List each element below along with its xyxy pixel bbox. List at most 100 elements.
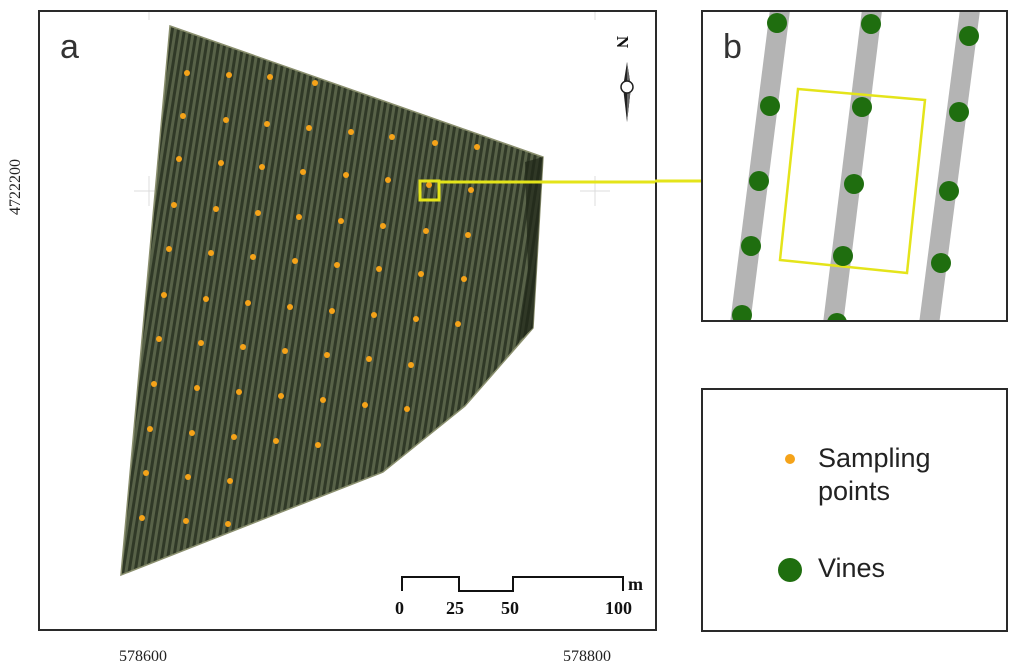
sampling-point <box>296 214 302 220</box>
vine-point <box>861 14 881 34</box>
sample-quadrat <box>778 87 927 275</box>
vines-layer <box>732 13 979 320</box>
sampling-point <box>468 187 474 193</box>
sampling-point <box>380 223 386 229</box>
sampling-point <box>273 438 279 444</box>
sampling-point <box>166 246 172 252</box>
sampling-point <box>240 344 246 350</box>
vine-point <box>844 174 864 194</box>
vine-point <box>949 102 969 122</box>
sampling-point <box>189 430 195 436</box>
sampling-point <box>236 389 242 395</box>
vine-point <box>852 97 872 117</box>
sampling-point <box>465 232 471 238</box>
highlight-box <box>418 179 441 202</box>
sampling-point <box>455 321 461 327</box>
sampling-point <box>320 397 326 403</box>
map-panel-a: a N 0 25 50 100 m <box>38 10 657 631</box>
sampling-point <box>171 202 177 208</box>
vine-point <box>741 236 761 256</box>
x-coordinate-label-1: 578600 <box>119 648 167 665</box>
sampling-point <box>408 362 414 368</box>
vine-point <box>833 246 853 266</box>
legend-label-sampling-points: Sampling points <box>818 443 931 506</box>
scale-bar <box>401 576 624 592</box>
sampling-point <box>376 266 382 272</box>
sampling-point <box>404 406 410 412</box>
sampling-point <box>147 426 153 432</box>
sampling-point <box>426 182 432 188</box>
zoom-panel-b: b <box>701 10 1008 322</box>
sampling-points-layer <box>139 70 480 527</box>
sampling-point <box>208 250 214 256</box>
sampling-point <box>194 385 200 391</box>
sampling-point <box>183 518 189 524</box>
sampling-point <box>264 121 270 127</box>
sampling-point <box>413 316 419 322</box>
sampling-point <box>184 70 190 76</box>
vine-point <box>732 305 752 320</box>
sampling-point <box>282 348 288 354</box>
sampling-point <box>385 177 391 183</box>
legend-panel: Sampling points Vines <box>701 388 1008 632</box>
sampling-point <box>474 144 480 150</box>
vine-point <box>749 171 769 191</box>
map-canvas <box>120 12 655 592</box>
vine-point <box>931 253 951 273</box>
sampling-point <box>213 206 219 212</box>
sampling-point <box>334 262 340 268</box>
legend-label-vines: Vines <box>818 553 886 583</box>
panel-b-letter: b <box>723 28 742 66</box>
scale-label-50: 50 <box>501 598 519 618</box>
sampling-point <box>259 164 265 170</box>
sampling-point <box>389 134 395 140</box>
sampling-point <box>218 160 224 166</box>
sampling-point <box>156 336 162 342</box>
sampling-point <box>423 228 429 234</box>
scale-unit: m <box>628 574 643 594</box>
sampling-point <box>324 352 330 358</box>
sampling-point <box>371 312 377 318</box>
scale-label-0: 0 <box>395 598 404 618</box>
sampling-point <box>185 474 191 480</box>
sampling-point <box>223 117 229 123</box>
sampling-point <box>267 74 273 80</box>
sampling-point <box>432 140 438 146</box>
orange-dot-icon <box>785 454 795 464</box>
sampling-point <box>461 276 467 282</box>
y-coordinate-label: 4722200 <box>7 159 24 215</box>
sampling-point <box>278 393 284 399</box>
sampling-point <box>139 515 145 521</box>
vine-point <box>767 13 787 33</box>
sampling-point <box>255 210 261 216</box>
sampling-point <box>227 478 233 484</box>
sampling-point <box>250 254 256 260</box>
sampling-point <box>245 300 251 306</box>
north-label: N <box>613 35 633 49</box>
green-circle-icon <box>778 558 802 582</box>
sampling-point <box>176 156 182 162</box>
sampling-point <box>306 125 312 131</box>
panel-a-letter: a <box>60 28 79 66</box>
vine-point <box>760 96 780 116</box>
zoom-canvas <box>730 12 980 320</box>
scale-label-100: 100 <box>605 598 632 618</box>
vine-point <box>827 313 847 320</box>
sampling-point <box>161 292 167 298</box>
vine-rows <box>730 12 980 320</box>
scale-label-25: 25 <box>446 598 464 618</box>
sampling-point <box>226 72 232 78</box>
x-coordinate-label-2: 578800 <box>563 648 611 665</box>
connector-line-b <box>655 179 703 183</box>
sampling-point <box>287 304 293 310</box>
sampling-point <box>225 521 231 527</box>
sampling-point <box>338 218 344 224</box>
sampling-point <box>329 308 335 314</box>
sampling-point <box>292 258 298 264</box>
sampling-point <box>231 434 237 440</box>
sampling-point <box>300 169 306 175</box>
vine-point <box>939 181 959 201</box>
vineyard-field <box>120 24 544 577</box>
sampling-point <box>198 340 204 346</box>
sampling-point <box>418 271 424 277</box>
